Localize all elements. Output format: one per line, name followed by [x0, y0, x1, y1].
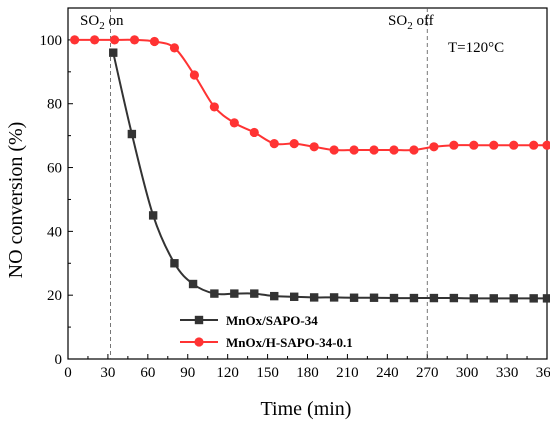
temperature-label: T=120°C	[448, 40, 504, 56]
data-point	[449, 293, 459, 303]
data-point	[329, 293, 339, 302]
legend-label: MnOx/SAPO-34	[226, 313, 318, 328]
y-tick-label: 100	[40, 33, 63, 49]
x-tick-label: 60	[140, 365, 155, 381]
data-point	[309, 142, 319, 152]
y-tick-label: 80	[47, 97, 62, 113]
x-tick-label: 180	[296, 365, 319, 381]
x-tick-label: 150	[256, 365, 279, 381]
x-tick-label: 0	[64, 365, 72, 381]
so2-on-label: SO2 on	[80, 13, 124, 32]
data-point	[529, 140, 539, 150]
data-point	[349, 293, 359, 302]
data-point	[542, 294, 550, 303]
data-point	[509, 140, 519, 150]
y-tick-label: 0	[55, 352, 63, 368]
data-point	[309, 293, 319, 302]
data-point	[149, 36, 160, 47]
data-point	[469, 140, 479, 150]
data-point	[409, 145, 419, 155]
data-point	[188, 279, 198, 289]
data-point	[148, 211, 158, 220]
x-tick-label: 330	[496, 365, 519, 381]
data-point	[389, 293, 399, 303]
data-point	[170, 259, 179, 268]
data-point	[270, 291, 279, 301]
x-axis-title: Time (min)	[261, 398, 352, 420]
data-point	[529, 294, 538, 303]
y-tick-label: 20	[47, 288, 62, 304]
legend: MnOx/SAPO-34 MnOx/H-SAPO-34-0.1	[180, 313, 353, 350]
data-point	[429, 142, 439, 152]
data-point	[90, 35, 100, 45]
legend-marker	[194, 315, 204, 325]
data-point	[449, 140, 459, 150]
x-tick-label: 270	[416, 365, 439, 381]
data-point	[109, 48, 118, 57]
data-point	[209, 102, 219, 112]
so2-off-label: SO2 off	[388, 13, 434, 32]
data-point	[429, 293, 439, 303]
data-point	[169, 43, 180, 53]
data-point	[289, 139, 299, 149]
data-point	[249, 127, 259, 138]
data-point	[189, 70, 200, 80]
data-point	[349, 145, 359, 155]
data-point	[489, 140, 499, 150]
x-tick-label: 30	[100, 365, 115, 381]
data-point	[269, 139, 279, 149]
x-tick-label: 90	[180, 365, 195, 381]
data-point	[229, 118, 239, 128]
series-line-2	[74, 38, 547, 152]
data-point	[489, 294, 498, 303]
data-point	[329, 145, 339, 155]
x-tick-label: 240	[376, 365, 399, 381]
legend-marker	[194, 337, 204, 347]
y-axis-title: NO conversion (%)	[5, 122, 27, 279]
data-point	[469, 294, 479, 303]
plot-frame	[67, 7, 548, 360]
data-point	[250, 289, 259, 298]
x-tick-label: 300	[456, 365, 479, 381]
x-tick-label: 360	[536, 365, 550, 381]
x-tick-label: 120	[216, 365, 239, 381]
data-point	[389, 145, 399, 155]
data-point	[230, 289, 239, 298]
data-point	[409, 293, 419, 303]
data-point	[369, 145, 379, 155]
y-tick-label: 40	[47, 224, 62, 240]
data-point	[129, 35, 140, 45]
data-point	[542, 140, 550, 150]
data-point	[127, 129, 137, 139]
legend-label: MnOx/H-SAPO-34-0.1	[226, 335, 353, 350]
data-point	[289, 292, 299, 301]
data-point	[70, 35, 80, 45]
data-point	[369, 293, 379, 302]
data-point	[109, 35, 120, 45]
data-point	[210, 289, 219, 298]
y-tick-label: 60	[47, 161, 62, 177]
data-point	[509, 294, 518, 303]
x-tick-label: 210	[336, 365, 359, 381]
